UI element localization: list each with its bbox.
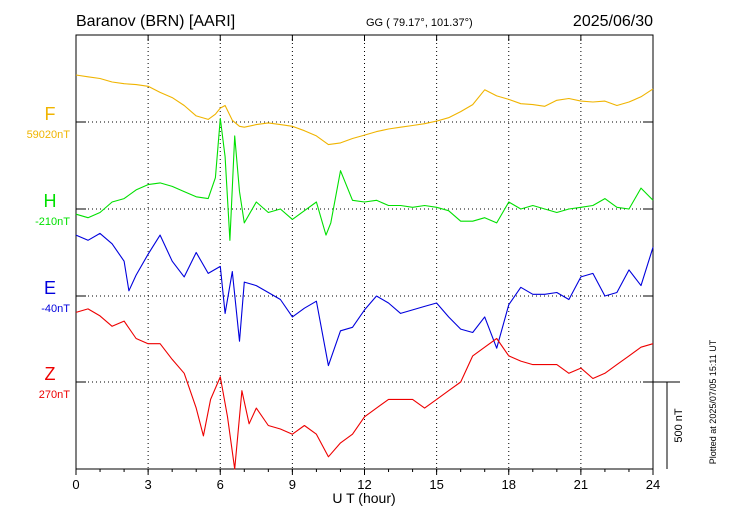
scale-bar-label: 500 nT (673, 408, 685, 443)
series-name-H: H (44, 191, 57, 211)
x-tick-label: 0 (72, 477, 79, 492)
series-line-E (75, 232, 654, 367)
coordinates-label: GG ( 79.17°, 101.37°) (366, 17, 473, 29)
x-tick-label: 15 (429, 477, 443, 492)
x-tick-label: 9 (289, 477, 296, 492)
series-name-F: F (45, 104, 56, 124)
series-line-H (75, 117, 654, 241)
baseline-gridlines (76, 121, 653, 383)
series-baseline-H: -210nT (35, 216, 70, 228)
x-tick-label: 18 (502, 477, 516, 492)
vertical-gridlines (147, 35, 582, 469)
plotted-note: Plotted at 2025/07/05 15:11 UT (708, 339, 718, 464)
series-labels: F 59020nT H -210nT E -40nT Z 270nT (27, 104, 71, 401)
x-tick-label: 12 (357, 477, 371, 492)
x-axis-label: U T (hour) (332, 490, 395, 506)
x-tick-label: 6 (217, 477, 224, 492)
series-baseline-F: 59020nT (27, 129, 71, 141)
x-axis: 0 3 6 9 12 15 18 21 24 (72, 35, 660, 492)
x-tick-label: 24 (646, 477, 660, 492)
x-tick-label: 21 (574, 477, 588, 492)
station-title: Baranov (BRN) [AARI] (76, 13, 235, 30)
scale-bar: 500 nT (653, 381, 685, 469)
series-name-E: E (44, 278, 56, 298)
series-baseline-Z: 270nT (39, 389, 70, 401)
series-line-F (75, 74, 654, 146)
series-baseline-E: -40nT (41, 303, 70, 315)
series-lines (75, 74, 654, 470)
series-line-Z (75, 308, 654, 470)
date-label: 2025/06/30 (573, 13, 653, 30)
x-tick-label: 3 (145, 477, 152, 492)
series-name-Z: Z (45, 364, 56, 384)
